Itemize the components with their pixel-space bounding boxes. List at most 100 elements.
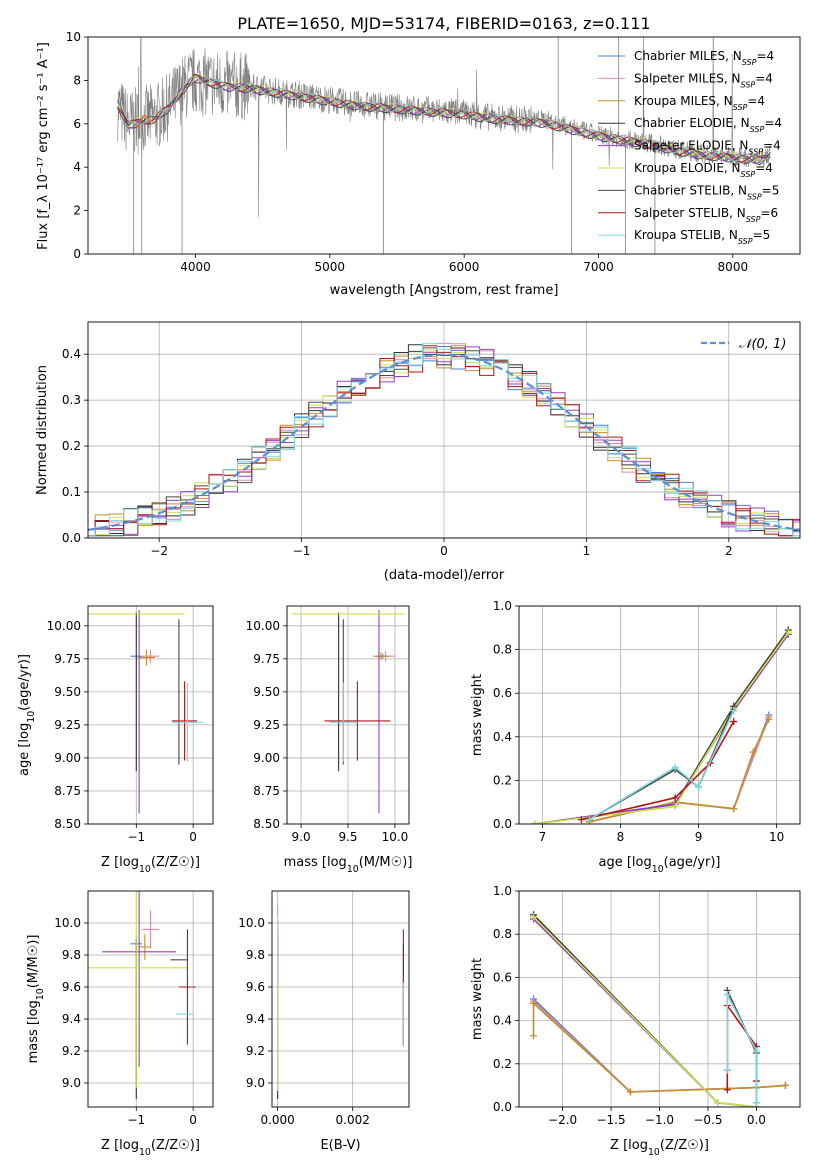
y-tick-label: 9.4: [62, 1012, 81, 1026]
x-tick-label: 9.0: [292, 830, 311, 844]
point-marker: [714, 1099, 722, 1107]
y-tick-label: 0.8: [493, 643, 512, 657]
hist-salpeter-stelib: [88, 345, 800, 537]
point-kroupa-stelib: [171, 682, 204, 762]
y-tick-label: 9.8: [246, 948, 265, 962]
legend: Chabrier MILES, NSSP=4 Salpeter MILES, NS…: [598, 49, 782, 246]
axes-frame: [518, 605, 801, 825]
y-axis-label: mass [log10(M/M☉)]: [26, 935, 46, 1064]
y-tick-label: 8.75: [54, 784, 81, 798]
x-axis-label: E(B-V): [320, 1138, 360, 1153]
y-tick-label: 0.8: [493, 927, 512, 941]
y-tick-label: 0.4: [493, 730, 512, 744]
y-tick-label: 6: [73, 117, 81, 131]
x-tick-label: −2: [150, 544, 168, 558]
x-tick-label: 0: [189, 1113, 197, 1127]
chart-weight-vs-z: −2.0 −1.5 −1.0 −0.5 0.0 0.0 0.2 0.4 0.6 0.8 1.0 Z […: [470, 884, 801, 1158]
y-tick-label: 9.8: [62, 948, 81, 962]
point-marker: [671, 803, 679, 811]
x-tick-label: 9.5: [338, 830, 357, 844]
y-tick-label: 9.25: [253, 718, 280, 732]
y-tick-label: 1.0: [493, 599, 512, 613]
point-marker: [730, 718, 738, 726]
legend-entry-salpeter-elodie: Salpeter ELODIE, NSSP=4: [634, 139, 781, 157]
y-axis-label: Flux [f_λ 10⁻¹⁷ erg cm⁻² s⁻¹ A⁻¹]: [36, 42, 51, 250]
point-marker: [723, 991, 731, 999]
point-marker: [530, 1032, 538, 1040]
point-salpeter-miles: [141, 649, 160, 663]
x-tick-label: 9: [695, 830, 703, 844]
axes-frame: [87, 890, 214, 1108]
legend-entry-chabrier-elodie: Chabrier ELODIE, NSSP=4: [634, 116, 782, 134]
x-axis-label: Z [log10(Z/Z☉)]: [101, 1138, 200, 1158]
point-marker: [784, 628, 792, 636]
x-tick-label: 0.002: [336, 1113, 370, 1127]
x-tick-label: 8: [617, 830, 625, 844]
chart-residuals: −2 −1 0 1 2 0.0 0.1 0.2 0.3 0.4 (data-model)/error…: [35, 321, 801, 583]
plot-area: [277, 905, 404, 1099]
point-marker: [695, 783, 703, 791]
series-chabrier-miles: [585, 711, 773, 824]
point-marker: [781, 1081, 789, 1089]
y-tick-label: 0: [73, 247, 81, 261]
series-line: [589, 714, 770, 823]
point-salpeter-stelib: [324, 681, 391, 761]
x-axis-label: wavelength [Angstrom, rest frame]: [330, 283, 559, 298]
chart-weight-vs-age: 7 8 9 10 0.0 0.2 0.4 0.6 0.8 1.0 age [log10(age/yr…: [470, 599, 801, 875]
y-tick-label: 9.00: [54, 751, 81, 765]
legend-entry-kroupa-stelib: Kroupa STELIB, NSSP=5: [634, 228, 770, 246]
model-line-orange: [135, 114, 156, 129]
x-tick-label: −1: [127, 1113, 145, 1127]
y-tick-label: 0.2: [493, 773, 512, 787]
plot-area: [88, 609, 204, 814]
series-line: [532, 916, 757, 1107]
series-salpeter-elodie: [530, 915, 760, 1107]
series-line: [726, 994, 758, 1103]
x-tick-label: 7000: [583, 260, 614, 274]
y-tick-label: 10.00: [47, 619, 81, 633]
model-line-kroupa-elodie: [117, 74, 771, 163]
y-tick-label: 10.0: [238, 916, 265, 930]
axes-frame: [286, 605, 410, 825]
point-marker: [671, 763, 679, 771]
chart-spectrum: 4000 5000 6000 7000 8000 0 2 4 6 8 10 wavelength [A…: [36, 30, 801, 298]
hist-kroupa-miles: [88, 345, 800, 537]
series-line: [534, 629, 789, 824]
y-tick-label: 0.1: [62, 485, 81, 499]
point-kroupa-miles: [139, 934, 151, 960]
hist-kroupa-elodie: [88, 349, 800, 537]
y-tick-label: 9.75: [253, 652, 280, 666]
x-axis-label: (data-model)/error: [384, 568, 505, 583]
point-marker: [730, 805, 738, 813]
y-tick-label: 1.0: [493, 884, 512, 898]
chart-age-vs-mass: 9.0 9.5 10.0 8.50 8.75 9.00 9.25 9.50 9.75 10.00 m…: [246, 605, 413, 875]
axes-frame: [87, 605, 214, 825]
x-tick-label: 10.0: [382, 830, 409, 844]
series-salpeter-elodie: [531, 630, 792, 824]
x-axis-label: age [log10(age/yr)]: [599, 855, 721, 875]
plot-area: [291, 609, 405, 814]
y-tick-label: 10: [66, 30, 81, 44]
y-tick-label: 0.0: [493, 1100, 512, 1114]
x-tick-label: −1.0: [645, 1113, 674, 1127]
axes-frame: [271, 890, 410, 1108]
y-tick-label: 0.0: [493, 817, 512, 831]
y-tick-label: 9.0: [246, 1076, 265, 1090]
model-line-chabrier-stelib: [117, 74, 771, 164]
x-tick-label: −1: [127, 830, 145, 844]
y-tick-label: 9.6: [246, 980, 265, 994]
point-salpeter-miles: [141, 910, 160, 949]
legend-entry-chabrier-stelib: Chabrier STELIB, NSSP=5: [634, 183, 779, 201]
point-marker: [626, 1088, 634, 1096]
x-axis-label: mass [log10(M/M☉)]: [284, 855, 413, 875]
plot-area: [531, 626, 792, 824]
plot-area: [117, 37, 771, 254]
point-salpeter-stelib: [172, 681, 198, 761]
x-tick-label: −0.5: [693, 1113, 722, 1127]
axes-frame: [87, 36, 801, 255]
series-chabrier-elodie: [531, 626, 792, 824]
point-marker: [723, 1066, 731, 1074]
point-marker: [752, 1047, 760, 1055]
y-tick-label: 0.4: [62, 347, 81, 361]
legend-entry-salpeter-stelib: Salpeter STELIB, NSSP=6: [634, 206, 778, 224]
